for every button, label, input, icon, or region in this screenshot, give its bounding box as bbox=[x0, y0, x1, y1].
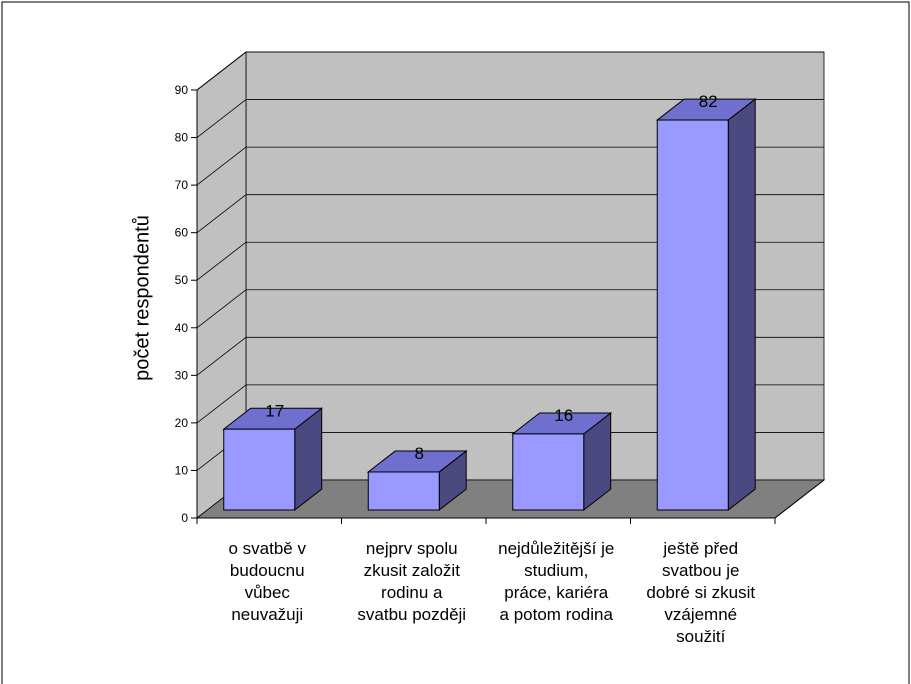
x-category-label: ještě před svatbou je dobré si zkusit vz… bbox=[646, 539, 756, 646]
gridline-side bbox=[196, 289, 247, 329]
y-tick-label: 70 bbox=[175, 178, 189, 192]
y-axis-label: počet respondentů bbox=[131, 215, 154, 381]
y-tick-label: 50 bbox=[175, 273, 189, 287]
y-tick-label: 40 bbox=[175, 321, 189, 335]
gridline-side bbox=[196, 337, 247, 376]
gridline-side bbox=[196, 194, 247, 233]
gridline-side bbox=[196, 99, 247, 138]
bar-side bbox=[727, 98, 756, 512]
y-tick-labels: 0 10 20 30 40 50 60 70 80 90 bbox=[175, 83, 189, 525]
x-category-label: o svatbě v budoucnu vůbec neuvažuji bbox=[228, 539, 307, 624]
gridline-side bbox=[196, 51, 247, 91]
bar bbox=[511, 411, 613, 512]
data-label: 17 bbox=[265, 401, 284, 420]
x-category-label: nejdůležitější je studium, práce, kariér… bbox=[498, 539, 615, 624]
bar-front bbox=[512, 433, 585, 511]
y-tick-label: 60 bbox=[175, 226, 189, 240]
y-tick-label: 20 bbox=[175, 416, 189, 430]
y-tick-label: 90 bbox=[175, 83, 189, 97]
bar bbox=[655, 98, 757, 512]
y-tick-label: 10 bbox=[175, 463, 189, 477]
gridline-side bbox=[196, 241, 247, 281]
data-label: 8 bbox=[414, 444, 423, 463]
bar bbox=[222, 407, 324, 512]
floor-edge-right bbox=[774, 479, 825, 519]
data-label: 82 bbox=[699, 92, 718, 111]
data-labels: 17 8 16 82 bbox=[265, 92, 717, 463]
x-category-label: nejprv spolu zkusit založit rodinu a sva… bbox=[357, 539, 467, 624]
bar bbox=[366, 450, 468, 512]
data-label: 16 bbox=[554, 406, 573, 425]
bar-front bbox=[367, 471, 440, 511]
bar-front bbox=[223, 428, 296, 511]
y-tick-label: 80 bbox=[175, 131, 189, 145]
chart-axes bbox=[191, 89, 825, 524]
gridline-side bbox=[196, 146, 247, 186]
bar-front bbox=[656, 119, 729, 511]
y-tick-label: 30 bbox=[175, 368, 189, 382]
gridline-side bbox=[196, 384, 247, 424]
bars bbox=[222, 98, 757, 512]
y-tick-label: 0 bbox=[181, 511, 188, 525]
